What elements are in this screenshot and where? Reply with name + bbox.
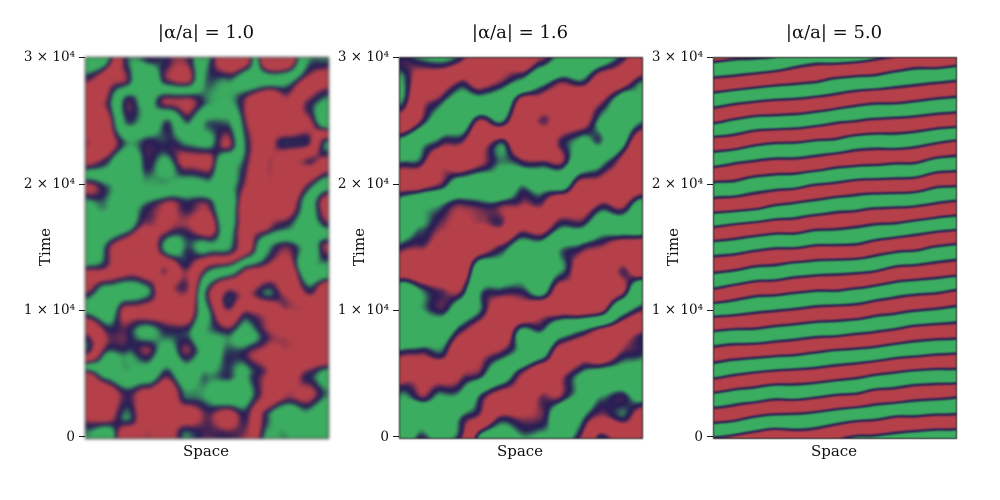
y-axis-label: Time xyxy=(36,228,54,266)
y-tick-label: 1 × 10⁴ xyxy=(23,302,75,318)
heatmap-image xyxy=(85,57,329,439)
y-tick-label: 2 × 10⁴ xyxy=(23,176,75,192)
panel-alpha-1.6: |α/a| = 1.6 Time 3 × 10⁴ 2 × 10⁴ 1 × 10⁴… xyxy=(314,0,644,500)
panel-alpha-1.0: |α/a| = 1.0 Time 3 × 10⁴ 2 × 10⁴ 1 × 10⁴… xyxy=(0,0,330,500)
panel-title: |α/a| = 1.0 xyxy=(157,22,255,43)
y-tick-label: 0 xyxy=(380,429,389,445)
y-tick-label: 3 × 10⁴ xyxy=(23,49,75,65)
y-tick-mark xyxy=(393,57,399,58)
heatmap-image xyxy=(713,57,957,439)
y-tick-mark xyxy=(393,184,399,185)
y-tick-label: 3 × 10⁴ xyxy=(337,49,389,65)
y-tick-label: 3 × 10⁴ xyxy=(651,49,703,65)
x-axis-label: Space xyxy=(810,442,858,460)
y-tick-mark xyxy=(393,436,399,437)
x-axis-label: Space xyxy=(496,442,544,460)
y-tick-label: 1 × 10⁴ xyxy=(337,302,389,318)
y-tick-mark xyxy=(79,184,85,185)
y-tick-label: 2 × 10⁴ xyxy=(651,176,703,192)
y-tick-mark xyxy=(707,184,713,185)
y-tick-mark xyxy=(707,310,713,311)
y-tick-mark xyxy=(79,310,85,311)
y-tick-label: 0 xyxy=(66,429,75,445)
heatmap-image xyxy=(399,57,643,439)
y-tick-mark xyxy=(79,436,85,437)
panel-title: |α/a| = 1.6 xyxy=(471,22,569,43)
y-tick-label: 2 × 10⁴ xyxy=(337,176,389,192)
y-tick-mark xyxy=(393,310,399,311)
x-axis-label: Space xyxy=(182,442,230,460)
y-tick-mark xyxy=(707,57,713,58)
y-tick-label: 1 × 10⁴ xyxy=(651,302,703,318)
panel-alpha-5.0: |α/a| = 5.0 Time 3 × 10⁴ 2 × 10⁴ 1 × 10⁴… xyxy=(628,0,958,500)
y-tick-mark xyxy=(707,436,713,437)
y-axis-label: Time xyxy=(664,228,682,266)
panel-title: |α/a| = 5.0 xyxy=(785,22,883,43)
y-axis-label: Time xyxy=(350,228,368,266)
y-tick-label: 0 xyxy=(694,429,703,445)
y-tick-mark xyxy=(79,57,85,58)
